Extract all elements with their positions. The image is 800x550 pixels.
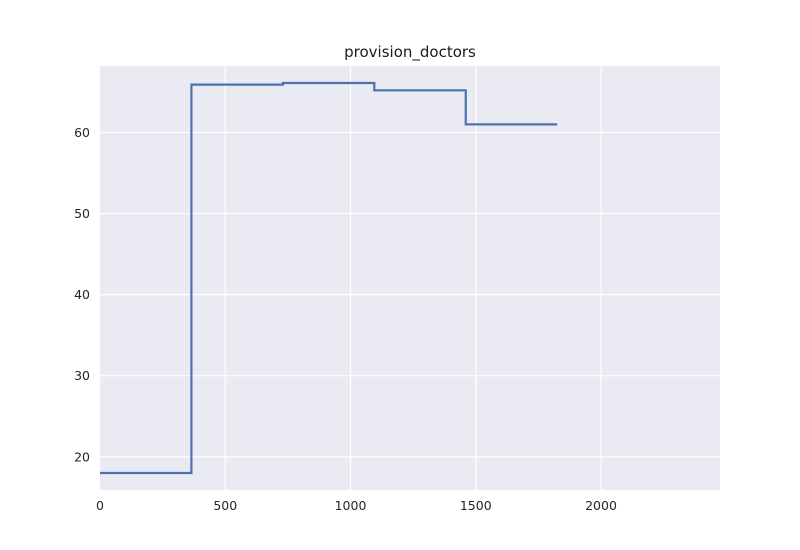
tick-labels: 0 500 1000 1500 2000 20 30 40 50 60 xyxy=(74,125,617,513)
series-layer xyxy=(100,81,558,475)
x-tick-label: 1000 xyxy=(335,498,367,513)
y-tick-label: 30 xyxy=(74,368,90,383)
y-tick-label: 20 xyxy=(74,449,90,464)
grid-lines xyxy=(100,66,720,490)
x-tick-label: 2000 xyxy=(585,498,617,513)
x-tick-label: 1500 xyxy=(460,498,492,513)
x-tick-label: 500 xyxy=(213,498,237,513)
chart-title: provision_doctors xyxy=(344,43,476,61)
series-line xyxy=(100,81,558,475)
x-tick-label: 0 xyxy=(96,498,104,513)
plot-background xyxy=(100,66,720,490)
y-tick-label: 60 xyxy=(74,125,90,140)
y-tick-label: 50 xyxy=(74,206,90,221)
y-tick-label: 40 xyxy=(74,287,90,302)
